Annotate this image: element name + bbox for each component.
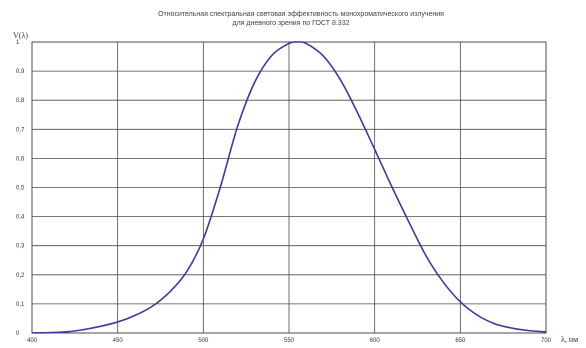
x-tick-label: 500 (198, 338, 209, 344)
y-tick-label: 0,3 (16, 244, 25, 250)
x-tick-label: 400 (27, 338, 38, 344)
y-tick-labels: 0 0,1 0,2 0,3 0,4 0,5 0,6 0,7 0,8 0,9 1 (16, 40, 25, 337)
y-axis-label: V(λ) (13, 31, 28, 40)
x-tick-label: 600 (370, 338, 381, 344)
y-tick-label: 1 (16, 40, 20, 46)
y-tick-label: 0,9 (16, 69, 25, 75)
x-tick-label: 450 (113, 338, 124, 344)
x-axis-label: λ, нм (561, 335, 578, 344)
series-line (31, 41, 547, 334)
y-tick-label: 0,7 (16, 127, 25, 133)
y-tick-label: 0,1 (16, 302, 25, 308)
x-tick-label: 700 (541, 338, 552, 344)
x-tick-label: 650 (455, 338, 466, 344)
y-tick-label: 0,8 (16, 98, 25, 104)
y-tick-label: 0,6 (16, 156, 25, 162)
plot-frame (31, 41, 547, 334)
y-tick-label: 0,5 (16, 186, 25, 192)
y-tick-label: 0,4 (16, 215, 25, 221)
chart-title-line-1: Относительная спектральная световая эффе… (158, 11, 444, 18)
grid (31, 41, 547, 334)
y-tick-label: 0 (16, 331, 20, 337)
chart-title-line-2: для дневного зрения по ГОСТ 8.332 (232, 20, 349, 27)
x-tick-label: 550 (284, 338, 295, 344)
y-tick-label: 0,2 (16, 273, 25, 279)
x-tick-labels: 400 450 500 550 600 650 700 (27, 338, 552, 344)
